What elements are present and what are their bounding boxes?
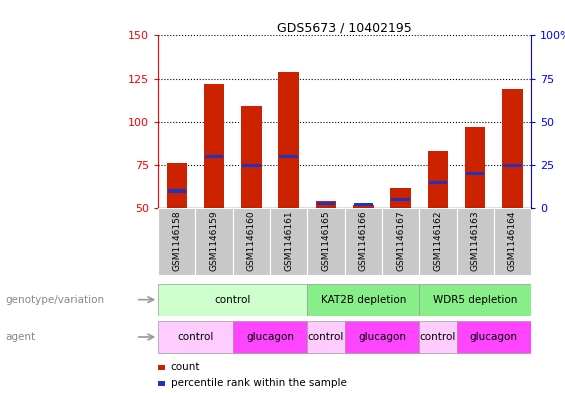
Bar (428, 151, 448, 208)
Bar (233, 208, 270, 275)
Bar (280, 155, 298, 158)
Bar (502, 89, 523, 208)
Text: WDR5 depletion: WDR5 depletion (433, 295, 518, 305)
Bar (465, 127, 485, 208)
Text: agent: agent (6, 332, 36, 342)
Text: KAT2B depletion: KAT2B depletion (320, 295, 406, 305)
Bar (429, 181, 447, 184)
Bar (345, 321, 419, 353)
Bar (392, 198, 410, 201)
Text: GSM1146167: GSM1146167 (396, 210, 405, 271)
Bar (307, 208, 345, 275)
Text: GSM1146162: GSM1146162 (433, 210, 442, 271)
Bar (503, 163, 521, 167)
Bar (168, 189, 186, 193)
Text: GSM1146165: GSM1146165 (321, 210, 331, 271)
Text: control: control (215, 295, 251, 305)
Bar (167, 163, 187, 208)
Bar (307, 321, 345, 353)
Bar (457, 208, 494, 275)
Text: control: control (177, 332, 214, 342)
Bar (316, 201, 336, 208)
Text: GSM1146161: GSM1146161 (284, 210, 293, 271)
Bar (345, 208, 382, 275)
Text: percentile rank within the sample: percentile rank within the sample (171, 378, 346, 388)
Bar (233, 321, 307, 353)
Bar (317, 202, 335, 205)
Bar (457, 321, 531, 353)
Bar (419, 208, 457, 275)
Title: GDS5673 / 10402195: GDS5673 / 10402195 (277, 21, 412, 34)
Bar (158, 321, 233, 353)
Text: glucagon: glucagon (358, 332, 406, 342)
Bar (205, 155, 223, 158)
Text: GSM1146163: GSM1146163 (471, 210, 480, 271)
Bar (494, 208, 531, 275)
Text: GSM1146164: GSM1146164 (508, 210, 517, 271)
Bar (195, 208, 233, 275)
Bar (419, 284, 531, 316)
Text: control: control (420, 332, 456, 342)
Bar (466, 172, 484, 175)
Bar (390, 187, 411, 208)
Bar (279, 72, 299, 208)
Bar (158, 208, 195, 275)
Bar (158, 284, 307, 316)
Text: control: control (308, 332, 344, 342)
Bar (204, 84, 224, 208)
Bar (242, 163, 260, 167)
Bar (354, 203, 372, 206)
Text: count: count (171, 362, 200, 373)
Bar (382, 208, 419, 275)
Text: glucagon: glucagon (470, 332, 518, 342)
Text: glucagon: glucagon (246, 332, 294, 342)
Bar (419, 321, 457, 353)
Bar (307, 284, 419, 316)
Text: GSM1146159: GSM1146159 (210, 210, 219, 271)
Text: GSM1146158: GSM1146158 (172, 210, 181, 271)
Bar (270, 208, 307, 275)
Text: GSM1146166: GSM1146166 (359, 210, 368, 271)
Bar (241, 106, 262, 208)
Text: genotype/variation: genotype/variation (6, 295, 105, 305)
Bar (353, 205, 373, 208)
Text: GSM1146160: GSM1146160 (247, 210, 256, 271)
